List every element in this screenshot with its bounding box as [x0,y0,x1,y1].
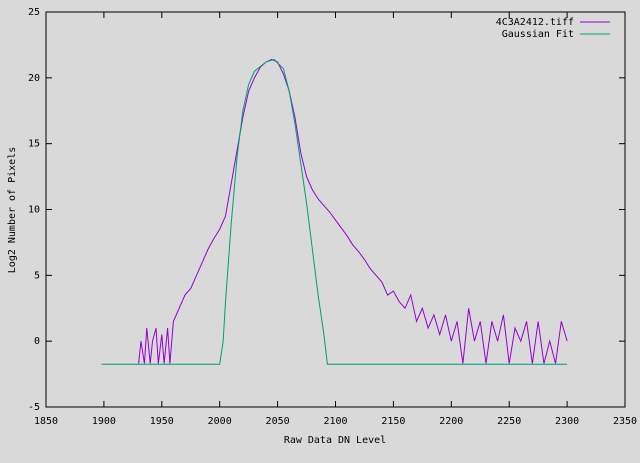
x-tick-label: 1850 [34,416,58,427]
x-tick-label: 2300 [555,416,579,427]
x-tick-label: 2350 [613,416,637,427]
y-tick-label: 25 [28,7,40,18]
x-tick-label: 2000 [208,416,232,427]
y-tick-label: -5 [28,402,40,413]
x-axis-label: Raw Data DN Level [284,435,386,446]
x-tick-label: 2200 [439,416,463,427]
legend-label: 4C3A2412.tiff [496,17,574,28]
y-axis-label: Log2 Number of Pixels [7,147,18,273]
y-tick-label: 15 [28,139,40,150]
legend-label: Gaussian Fit [502,29,574,40]
x-tick-label: 2100 [323,416,347,427]
series-line [101,58,568,365]
x-tick-label: 2050 [266,416,290,427]
x-tick-label: 2250 [497,416,521,427]
y-tick-label: 20 [28,73,40,84]
y-tick-label: 10 [28,205,40,216]
x-tick-label: 1900 [92,416,116,427]
series-line [138,58,568,364]
x-tick-label: 2150 [381,416,405,427]
y-tick-label: 0 [34,336,40,347]
y-tick-label: 5 [34,270,40,281]
x-tick-label: 1950 [150,416,174,427]
